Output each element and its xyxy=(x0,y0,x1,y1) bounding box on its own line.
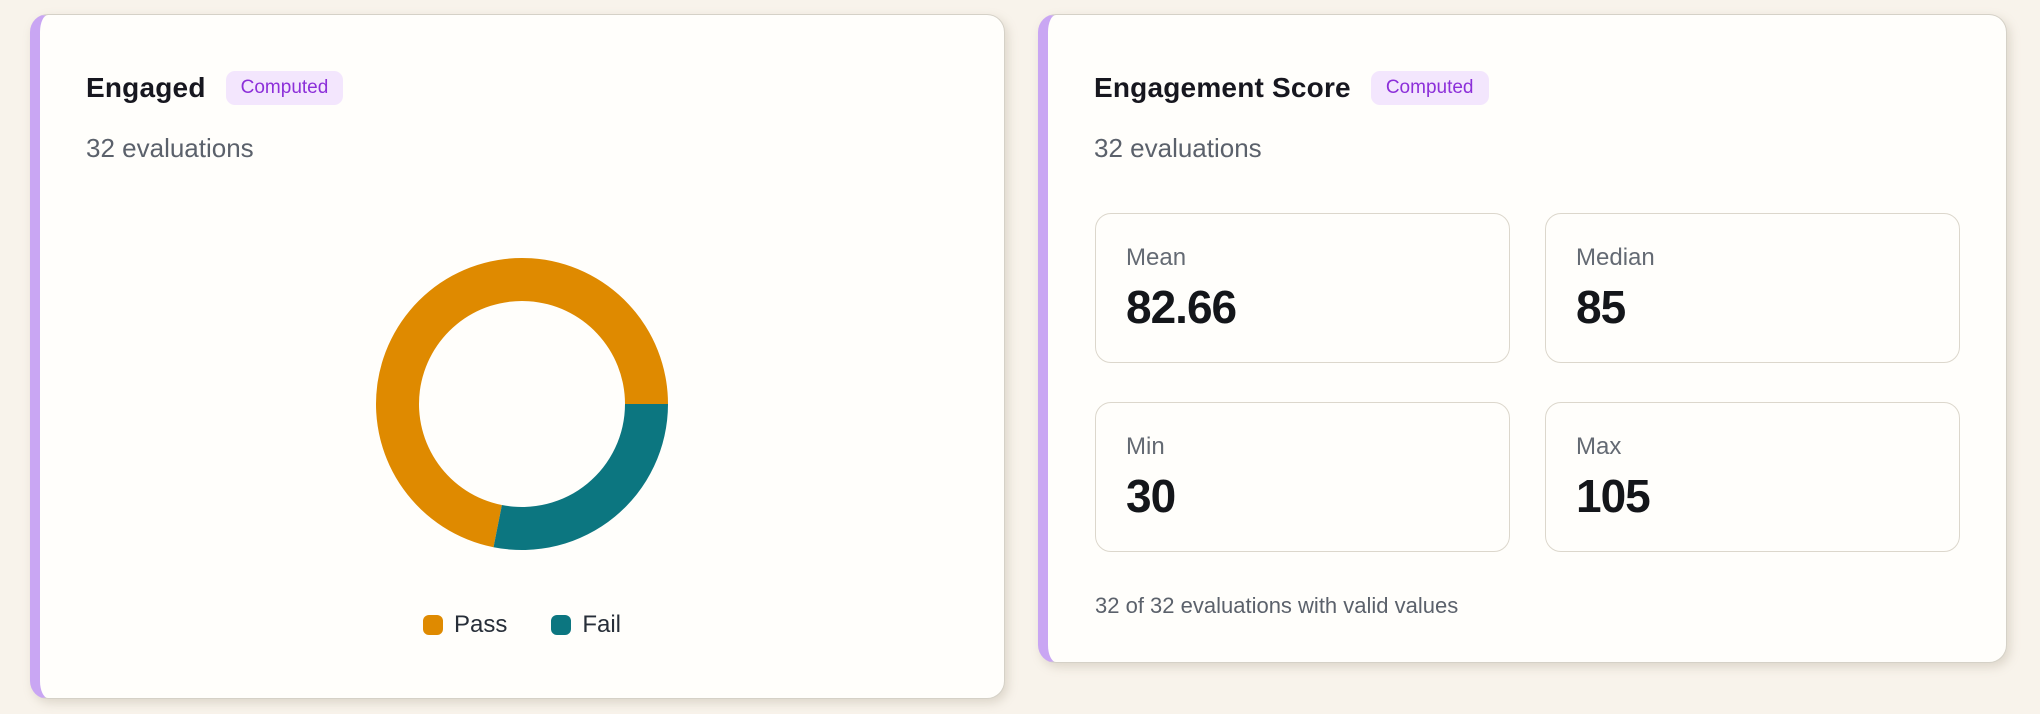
legend-item-fail[interactable]: Fail xyxy=(551,611,621,639)
stat-value: 30 xyxy=(1126,470,1176,522)
engagement-score-card: Engagement Score Computed 32 evaluations… xyxy=(1038,14,2007,663)
engaged-card-title: Engaged xyxy=(86,71,206,103)
stats-grid: Mean 82.66 Median 85 Min 30 Max 105 xyxy=(1095,213,1960,552)
chart-legend: Pass Fail xyxy=(40,611,1004,639)
stat-label: Mean xyxy=(1126,244,1187,271)
engaged-evaluation-count: 32 evaluations xyxy=(86,133,254,163)
computed-badge: Computed xyxy=(1370,71,1489,105)
stat-label: Max xyxy=(1576,433,1622,460)
engagement-score-card-header: Engagement Score Computed xyxy=(1094,71,1489,105)
legend-label: Fail xyxy=(582,611,622,638)
stat-value: 82.66 xyxy=(1126,281,1237,333)
stat-box-min: Min 30 xyxy=(1095,402,1510,552)
stat-label: Min xyxy=(1126,433,1165,460)
donut-chart-area xyxy=(40,254,1004,554)
engagement-score-evaluation-count: 32 evaluations xyxy=(1094,133,1262,163)
donut-slice-pass[interactable] xyxy=(376,257,668,548)
stat-value: 85 xyxy=(1576,281,1626,333)
stat-value: 105 xyxy=(1576,470,1651,522)
computed-badge: Computed xyxy=(225,71,344,105)
stat-label: Median xyxy=(1576,244,1655,271)
engaged-card-header: Engaged Computed xyxy=(86,71,344,105)
donut-slice-fail[interactable] xyxy=(493,404,668,550)
legend-swatch-icon xyxy=(551,615,572,635)
donut-chart xyxy=(376,257,668,550)
stat-box-median: Median 85 xyxy=(1545,213,1960,363)
valid-values-footer: 32 of 32 evaluations with valid values xyxy=(1095,593,1459,618)
legend-label: Pass xyxy=(453,611,508,638)
stat-box-max: Max 105 xyxy=(1545,402,1960,552)
legend-swatch-icon xyxy=(422,615,443,635)
engagement-score-card-title: Engagement Score xyxy=(1094,71,1351,103)
legend-item-pass[interactable]: Pass xyxy=(422,611,508,639)
engaged-card: Engaged Computed 32 evaluations Pass Fai… xyxy=(30,14,1005,699)
stat-box-mean: Mean 82.66 xyxy=(1095,213,1510,363)
